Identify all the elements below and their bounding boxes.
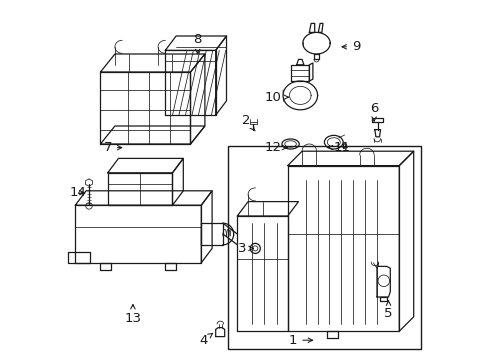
Text: 4: 4 <box>199 333 212 347</box>
Text: 9: 9 <box>341 40 360 53</box>
Text: 6: 6 <box>369 102 378 121</box>
Text: 5: 5 <box>384 301 392 320</box>
Text: 8: 8 <box>193 33 202 54</box>
Text: 1: 1 <box>288 334 312 347</box>
Text: 13: 13 <box>124 305 141 325</box>
Bar <box>228 146 420 349</box>
Text: 12: 12 <box>264 141 287 154</box>
Text: 2: 2 <box>242 114 255 131</box>
Text: 3: 3 <box>238 242 253 255</box>
Text: 11: 11 <box>327 141 349 154</box>
Text: 10: 10 <box>264 91 288 104</box>
Text: 7: 7 <box>103 141 122 154</box>
Text: 14: 14 <box>70 186 86 199</box>
